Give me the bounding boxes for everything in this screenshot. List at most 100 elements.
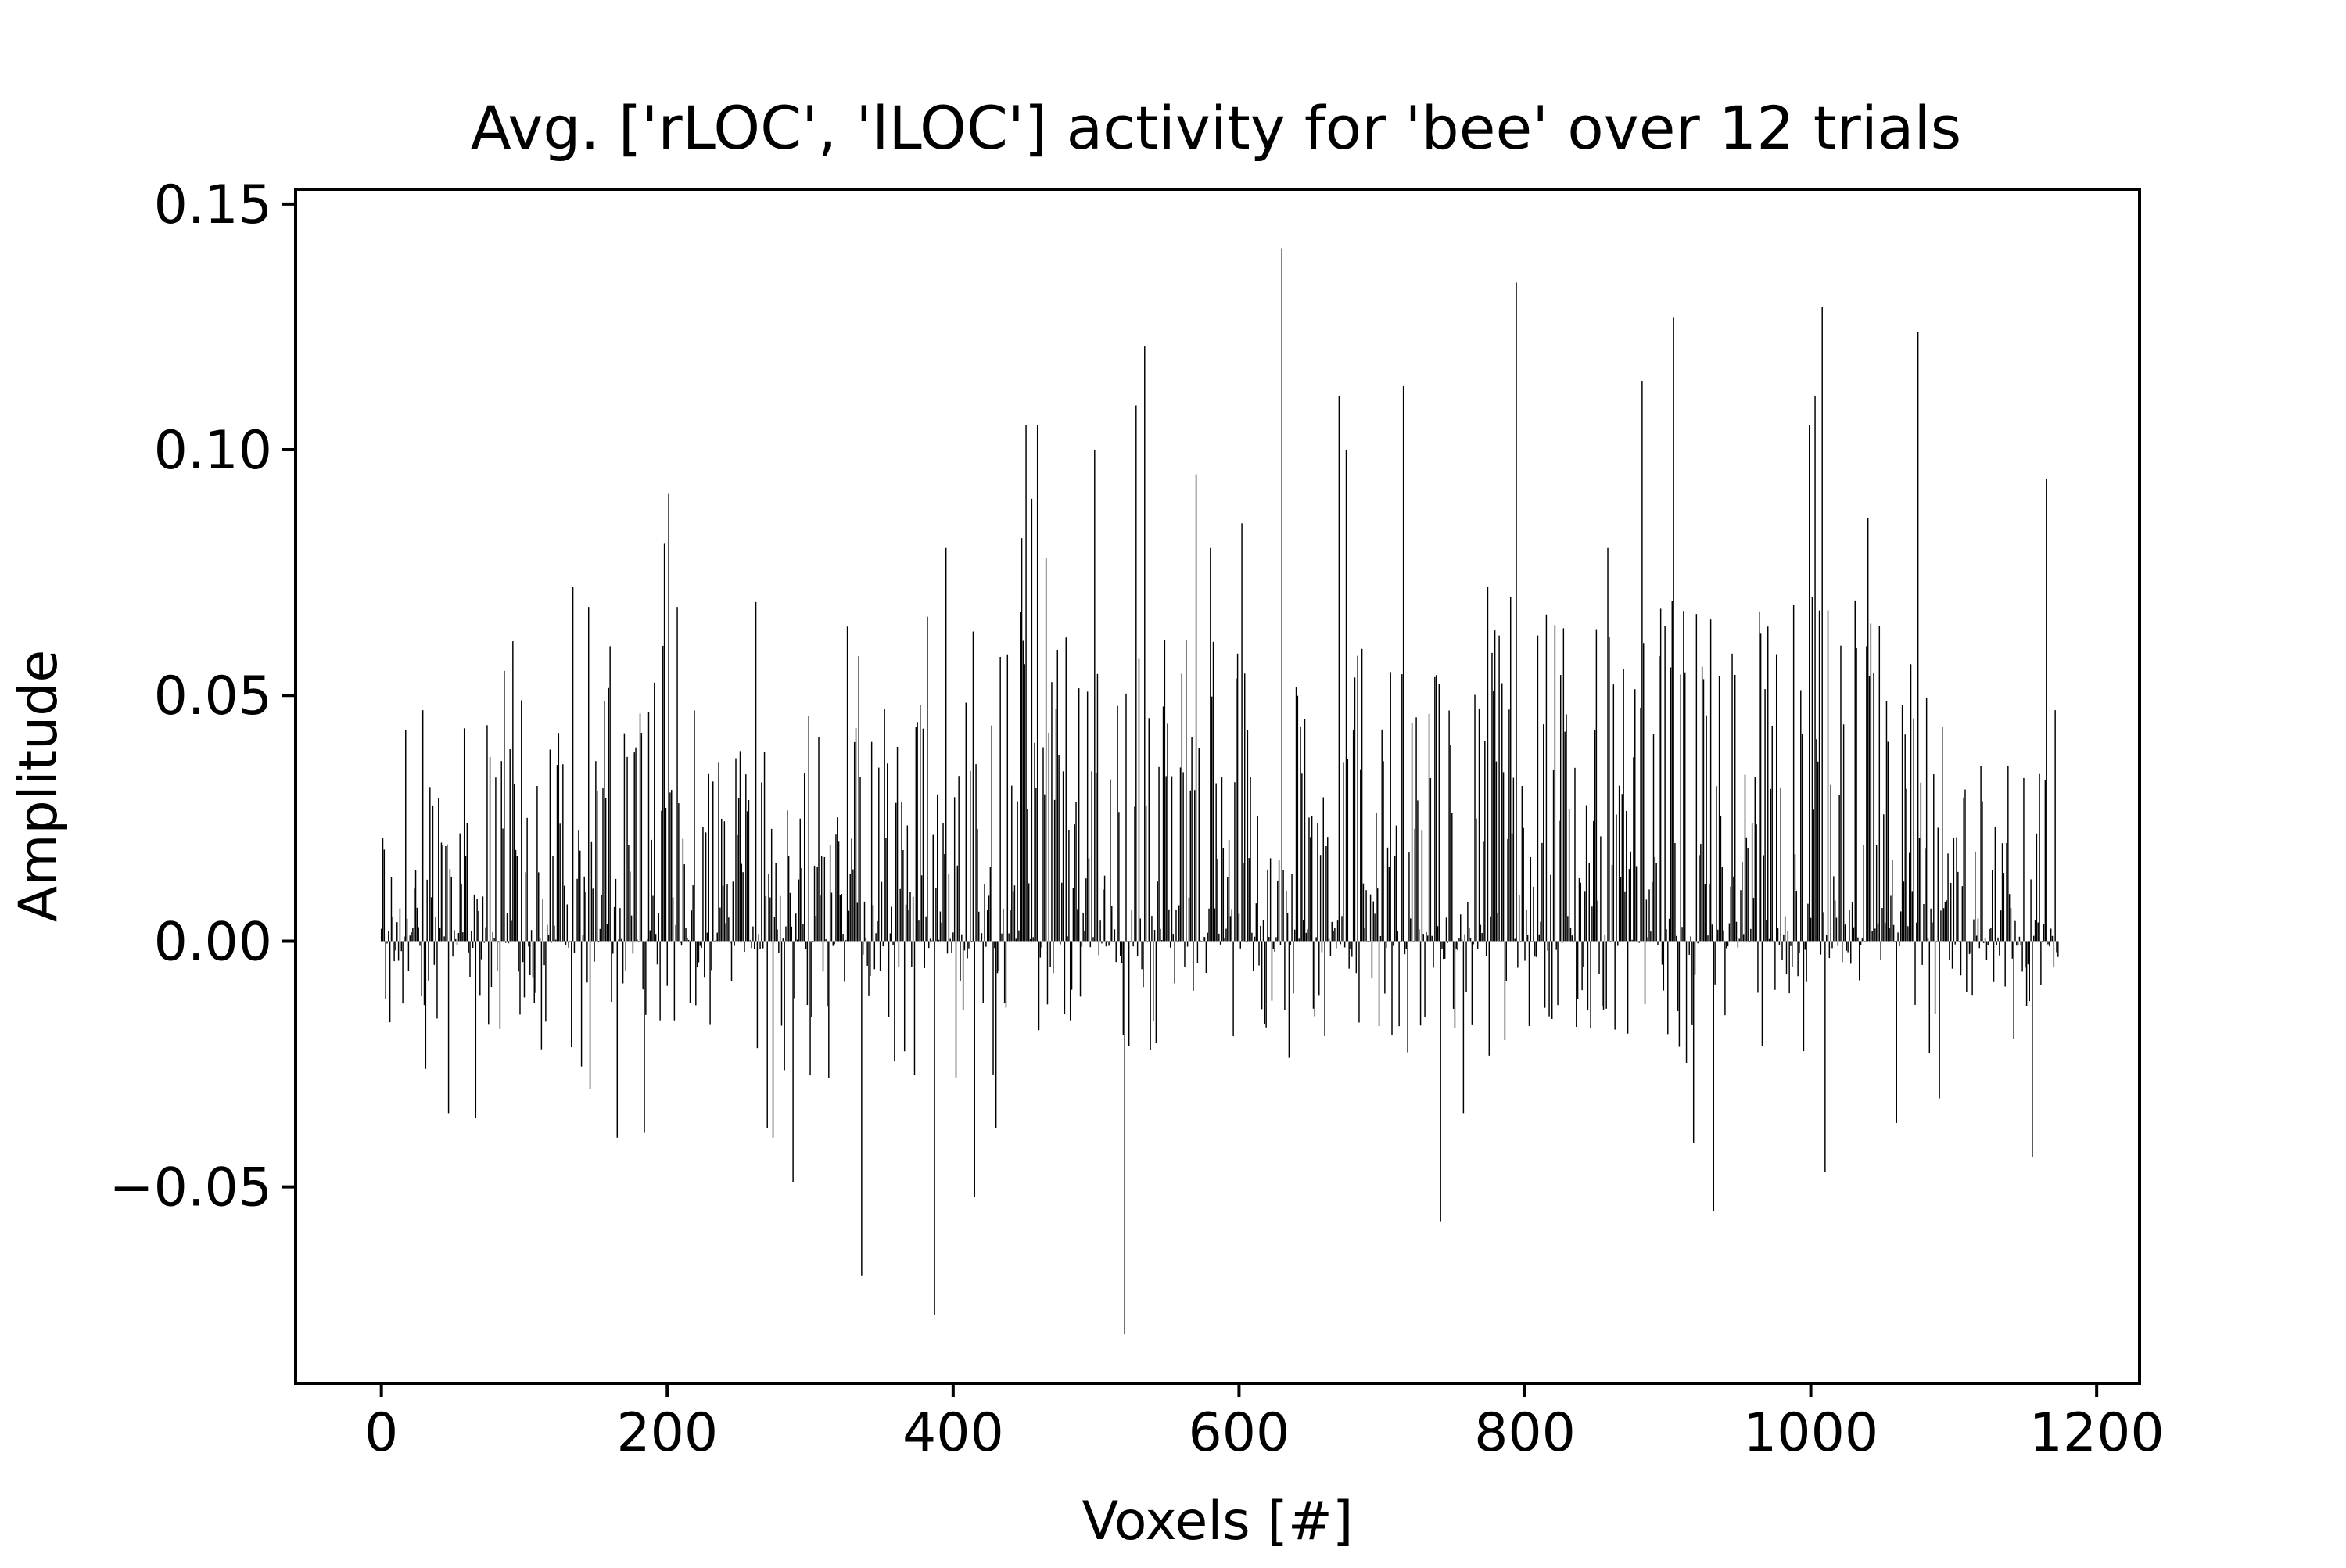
bar xyxy=(941,922,942,942)
bar xyxy=(2007,766,2009,942)
bar xyxy=(1857,937,1859,942)
bar xyxy=(906,825,909,942)
bar xyxy=(1851,902,1853,942)
bar xyxy=(1866,646,1867,942)
bar xyxy=(795,913,797,942)
bar xyxy=(1550,874,1551,942)
bar xyxy=(495,777,497,942)
bar xyxy=(809,941,811,1076)
bar xyxy=(718,762,719,942)
bar xyxy=(925,916,927,942)
bar xyxy=(1574,767,1576,942)
bar xyxy=(885,838,887,942)
bar xyxy=(1903,881,1905,942)
bar xyxy=(974,941,975,1197)
bar xyxy=(512,641,514,942)
bar xyxy=(915,727,917,942)
bar xyxy=(1655,863,1657,942)
bar xyxy=(1127,941,1128,942)
bar xyxy=(1196,941,1199,963)
bar xyxy=(635,747,637,942)
bar xyxy=(853,741,856,942)
bar xyxy=(961,934,963,942)
bar xyxy=(938,939,940,942)
bar xyxy=(1025,425,1027,942)
bar xyxy=(1495,761,1498,942)
bar xyxy=(1647,937,1648,942)
bar xyxy=(602,788,604,942)
bar xyxy=(1894,941,1896,942)
bar xyxy=(1664,626,1666,942)
bar xyxy=(633,752,635,942)
bar xyxy=(895,802,897,942)
bar xyxy=(2056,941,2057,953)
bar xyxy=(649,930,651,942)
bar xyxy=(1341,916,1343,942)
bar xyxy=(390,877,393,942)
bar xyxy=(929,938,931,942)
bar xyxy=(1728,923,1731,942)
bar xyxy=(1107,941,1108,942)
bar xyxy=(1859,941,1860,981)
bar xyxy=(1528,941,1530,1026)
bar xyxy=(1681,927,1683,942)
bar xyxy=(654,682,655,942)
y-tick-label: 0.05 xyxy=(154,666,272,727)
bar xyxy=(538,872,540,942)
bar xyxy=(1041,941,1042,948)
bar xyxy=(1129,941,1132,942)
bar xyxy=(439,928,441,942)
bar xyxy=(1177,941,1178,942)
bar xyxy=(1108,941,1110,946)
y-tick-label: 0.15 xyxy=(154,174,272,236)
bar xyxy=(719,907,721,942)
bar xyxy=(1695,614,1698,942)
bar xyxy=(1381,729,1383,942)
bar xyxy=(2006,842,2007,942)
bar xyxy=(1078,688,1080,942)
x-axis-label: Voxels [#] xyxy=(1082,1491,1354,1552)
bar xyxy=(1535,941,1537,957)
bar xyxy=(1519,941,1522,942)
bar xyxy=(1978,941,1980,949)
bar xyxy=(1781,941,1783,960)
bar xyxy=(1790,941,1792,946)
bar xyxy=(1896,941,1897,1123)
bar xyxy=(1567,916,1569,942)
bar xyxy=(1288,941,1290,1058)
bar xyxy=(1474,694,1476,942)
bar xyxy=(1450,745,1451,942)
bar xyxy=(1850,941,1852,964)
bar xyxy=(848,910,850,942)
bar xyxy=(711,941,712,971)
bar xyxy=(1310,837,1311,942)
bar xyxy=(642,941,644,990)
bar xyxy=(1797,941,1799,977)
bar xyxy=(845,940,847,942)
bar xyxy=(1578,877,1580,942)
bar xyxy=(583,876,585,942)
bar xyxy=(1505,941,1507,981)
bar xyxy=(1508,709,1510,942)
bar xyxy=(1526,935,1529,942)
bar xyxy=(782,938,784,942)
bar xyxy=(1348,941,1350,969)
bar xyxy=(547,935,550,942)
bar xyxy=(1742,934,1745,942)
bar xyxy=(1291,873,1293,942)
bar xyxy=(475,941,477,1118)
bar xyxy=(1003,941,1006,1003)
bar xyxy=(630,915,633,942)
bar xyxy=(1928,941,1931,1053)
bar xyxy=(1763,855,1764,942)
bar xyxy=(1713,941,1715,1212)
bar xyxy=(1971,941,1973,996)
bar xyxy=(2054,710,2056,942)
bar xyxy=(1295,687,1297,942)
bar xyxy=(1094,450,1096,942)
bar xyxy=(423,941,425,1006)
bar xyxy=(1061,882,1063,942)
y-axis: −0.05 0.00 0.05 0.10 0.15 xyxy=(109,174,296,1219)
bar xyxy=(2049,941,2050,947)
bar xyxy=(1828,941,1831,959)
